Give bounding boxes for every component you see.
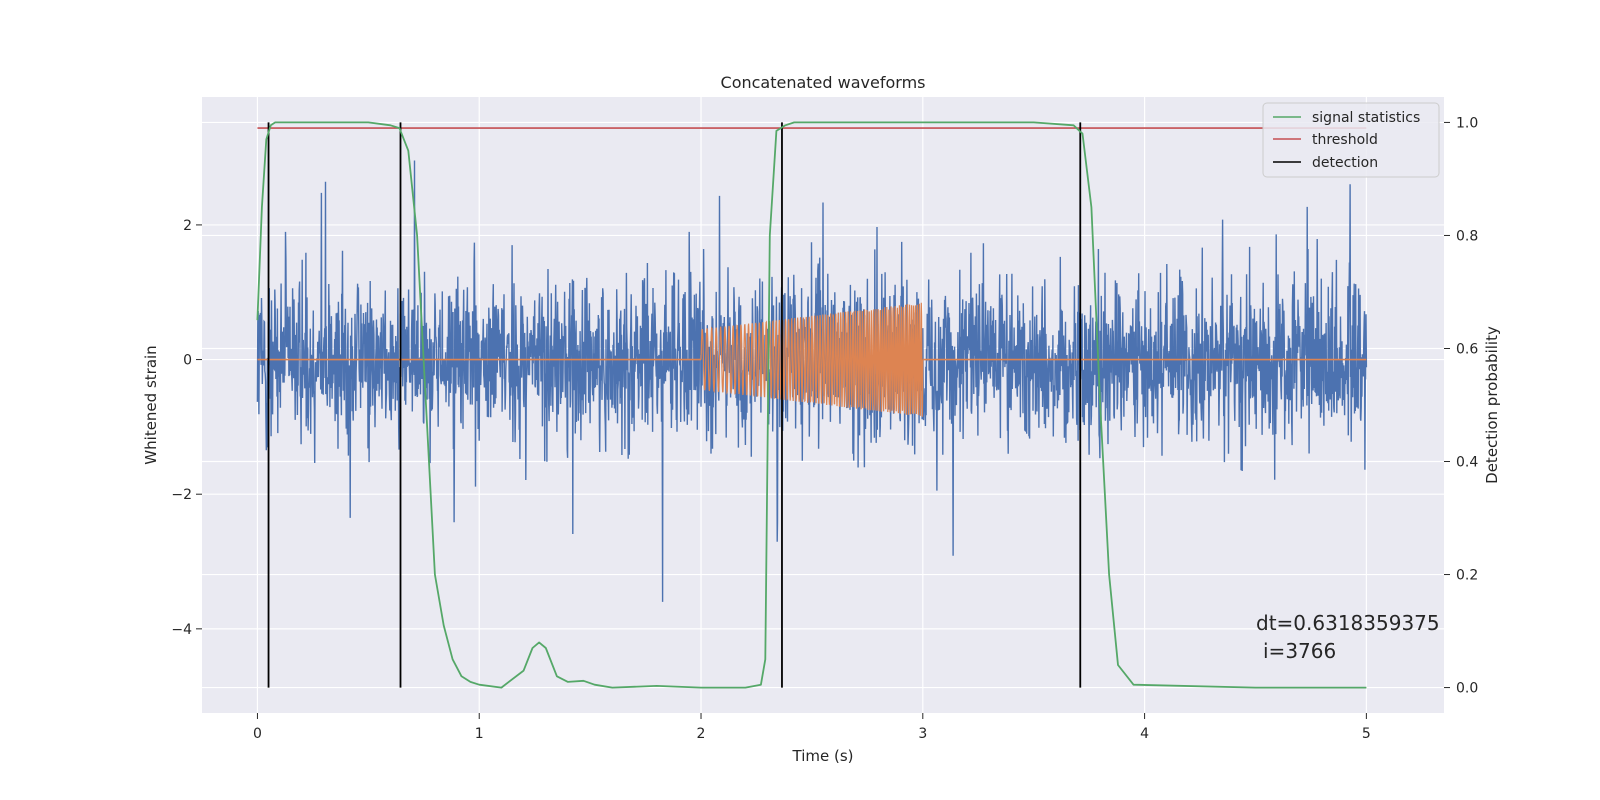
- y-right-tick-label: 0.8: [1456, 228, 1478, 244]
- y-right-tick-label: 0.0: [1456, 681, 1478, 697]
- y-left-tick-label: −2: [171, 487, 192, 503]
- y-axis-left-label: Whitened strain: [142, 345, 160, 464]
- legend: signal statistics threshold detection: [1262, 102, 1440, 178]
- y-right-tick-label: 1.0: [1456, 115, 1478, 131]
- x-tick-label: 3: [918, 726, 927, 742]
- x-tick-label: 0: [253, 726, 262, 742]
- y-left-tick-label: 2: [183, 218, 192, 234]
- legend-label-threshold: threshold: [1312, 132, 1378, 148]
- series-signal-statistics-line: [256, 121, 1367, 689]
- annotation-dt: dt=0.6318359375: [1256, 611, 1440, 635]
- series-injected-chirp: [700, 302, 924, 417]
- legend-label-signal-statistics: signal statistics: [1312, 110, 1420, 126]
- series-whitened-noise-line: [256, 160, 1368, 602]
- x-tick-label: 2: [697, 726, 706, 742]
- x-tick-label: 1: [475, 726, 484, 742]
- y-right-tick-label: 0.6: [1456, 341, 1478, 357]
- y-left-tick-label: −4: [171, 622, 192, 638]
- series-layer: [256, 121, 1368, 689]
- chart-title: Concatenated waveforms: [721, 73, 926, 92]
- x-tick-label: 4: [1140, 726, 1149, 742]
- y-left-tick-label: 0: [183, 353, 192, 369]
- y-right-tick-label: 0.4: [1456, 455, 1478, 471]
- legend-box: [1262, 102, 1440, 178]
- annotation-i: i=3766: [1263, 639, 1336, 663]
- x-axis-label: Time (s): [792, 747, 854, 765]
- legend-label-detection: detection: [1312, 155, 1378, 171]
- x-tick-label: 5: [1362, 726, 1371, 742]
- ticks: 0 1 2 3 4 5 −4 −2 0 2 0.0 0.2 0.4 0.6 0.8 1.0: [171, 115, 1478, 742]
- y-axis-right-label: Detection probability: [1483, 326, 1501, 484]
- y-right-tick-label: 0.2: [1456, 568, 1478, 584]
